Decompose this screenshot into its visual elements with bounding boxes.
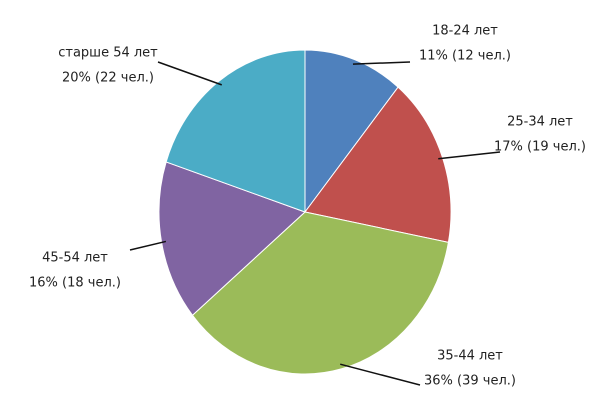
- slice-value-label: 17% (19 чел.): [494, 140, 586, 155]
- slice-value-label: 16% (18 чел.): [29, 276, 121, 291]
- slice-category-label: 35-44 лет: [437, 349, 503, 364]
- leader-line: [157, 61, 223, 86]
- slice-value-label: 36% (39 чел.): [424, 374, 516, 389]
- pie-slice: [304, 49, 399, 214]
- leader-line: [340, 363, 421, 386]
- slice-category-label: 25-34 лет: [507, 115, 573, 130]
- slice-category-label: 18-24 лет: [432, 24, 498, 39]
- leader-line: [129, 240, 167, 251]
- slice-category-label: старше 54 лет: [58, 46, 158, 61]
- leader-line: [438, 151, 501, 160]
- leader-line: [352, 61, 411, 65]
- slice-category-label: 45-54 лет: [42, 251, 108, 266]
- pie-slice: [304, 86, 452, 243]
- slice-value-label: 11% (12 чел.): [419, 49, 511, 64]
- slice-value-label: 20% (22 чел.): [62, 71, 154, 86]
- pie-slice: [165, 49, 306, 213]
- pie-slice: [191, 211, 449, 375]
